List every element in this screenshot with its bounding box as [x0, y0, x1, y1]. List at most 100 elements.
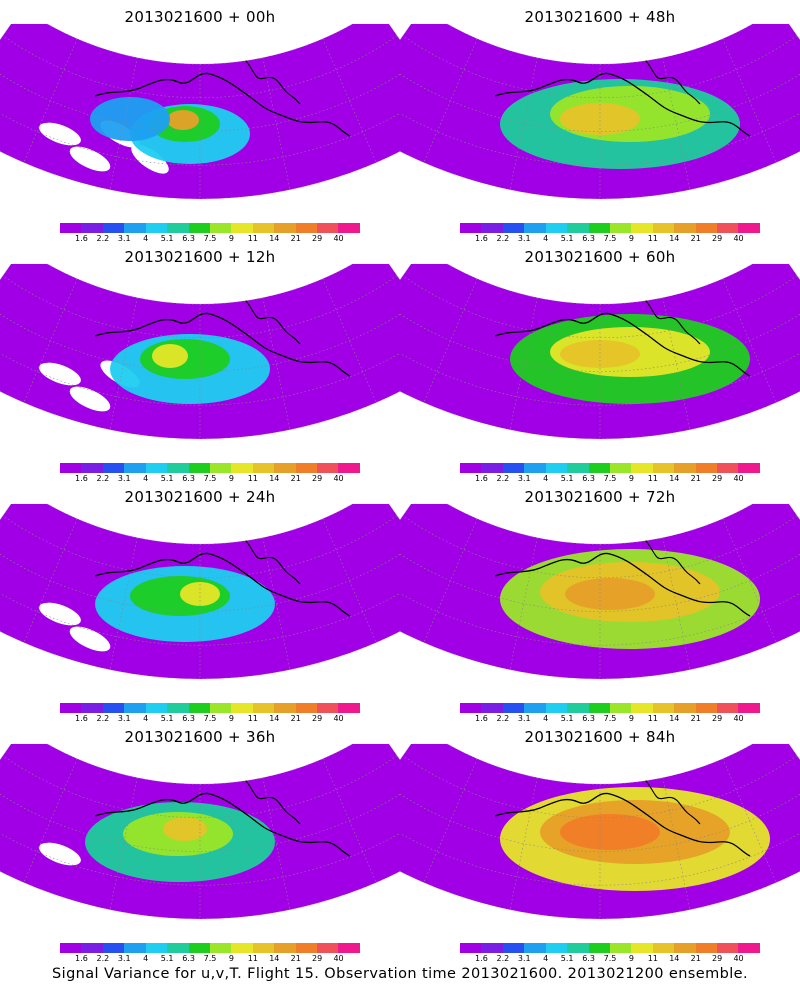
colorbar-label: 11 — [247, 474, 258, 483]
colorbar-swatch — [102, 703, 125, 713]
variance-field — [0, 744, 400, 919]
colorbar-label: 6.3 — [182, 234, 195, 243]
colorbar-label: 9 — [628, 234, 634, 243]
colorbar-swatch — [60, 943, 82, 953]
colorbar-swatch — [252, 943, 275, 953]
meridian-line — [722, 758, 777, 883]
colorbar-swatch — [145, 703, 168, 713]
meridian-line — [423, 758, 478, 883]
low-variance-gap — [69, 146, 111, 172]
map-plot — [0, 24, 400, 200]
colorbar-swatch — [252, 463, 275, 473]
coastline — [494, 72, 751, 137]
colorbar-label: 5.1 — [560, 234, 574, 243]
parallel-line — [400, 90, 800, 166]
colorbar-label: 4 — [543, 234, 549, 243]
colorbar-swatch — [81, 943, 103, 953]
meridian-line — [23, 278, 78, 403]
colorbar-label: 29 — [712, 714, 723, 723]
colorbar-label: 4 — [143, 474, 149, 483]
colorbar-swatch — [717, 703, 739, 713]
colorbar-swatch — [145, 943, 168, 953]
map-boundary — [400, 504, 800, 680]
colorbar-label: 1.6 — [475, 714, 488, 723]
colorbar-label: 40 — [733, 474, 744, 483]
colorbar-labels: 1.6 2.2 3.1 4 5.1 6.3 7.5 9 11 14 21 29 40 — [460, 714, 760, 724]
colorbar-swatch — [274, 223, 296, 233]
parallel-line — [2, 515, 398, 579]
map-plot — [400, 24, 800, 200]
colorbar-swatch — [231, 463, 253, 473]
colorbar-label: 14 — [669, 954, 680, 963]
colorbar-swatch — [102, 943, 125, 953]
variance-contour — [167, 110, 199, 130]
map-plot — [400, 264, 800, 440]
colorbar-swatch — [338, 463, 360, 473]
meridian-line — [322, 758, 377, 883]
meridian-line — [423, 38, 478, 163]
colorbar-swatch — [695, 943, 718, 953]
colorbar-swatch — [481, 943, 503, 953]
colorbar-label: 14 — [669, 714, 680, 723]
colorbar — [60, 703, 360, 713]
colorbar-swatch — [588, 943, 610, 953]
colorbar-swatch — [188, 223, 210, 233]
meridian-line — [109, 777, 138, 910]
colorbar-swatch — [102, 463, 125, 473]
colorbar — [460, 223, 760, 233]
colorbar-swatch — [631, 703, 653, 713]
colorbar-label: 2.2 — [96, 474, 110, 483]
colorbar-label: 2.2 — [496, 714, 510, 723]
parallel-line — [0, 810, 400, 886]
coastline — [94, 72, 351, 137]
colorbar-swatch — [652, 943, 675, 953]
colorbar-label: 5.1 — [160, 954, 174, 963]
colorbar-label: 21 — [690, 234, 701, 243]
colorbar-label: 11 — [247, 234, 258, 243]
colorbar-swatch — [231, 223, 253, 233]
variance-field — [0, 264, 400, 439]
colorbar-swatch — [295, 463, 318, 473]
colorbar-label: 6.3 — [582, 954, 595, 963]
colorbar-label: 2.2 — [496, 954, 510, 963]
meridian-line — [509, 537, 538, 670]
colorbar-label: 40 — [733, 714, 744, 723]
colorbar-swatch — [209, 223, 232, 233]
colorbar-swatch — [167, 223, 189, 233]
colorbar-swatch — [81, 703, 103, 713]
colorbar-swatch — [502, 943, 525, 953]
map-boundary — [400, 264, 800, 440]
colorbar-swatch — [317, 463, 339, 473]
meridian-line — [509, 297, 538, 430]
colorbar-label: 40 — [333, 474, 344, 483]
colorbar-swatch — [567, 223, 589, 233]
colorbar-label: 14 — [669, 234, 680, 243]
variance-contour — [180, 582, 220, 606]
colorbar-swatch — [524, 703, 546, 713]
colorbar-label: 29 — [712, 954, 723, 963]
colorbar-swatch — [60, 223, 82, 233]
colorbar-label: 3.1 — [117, 714, 131, 723]
colorbar-label: 6.3 — [582, 234, 595, 243]
colorbar-swatch — [481, 703, 503, 713]
colorbar-label: 3.1 — [117, 474, 131, 483]
colorbar-swatch — [124, 223, 146, 233]
colorbar-label: 4 — [543, 474, 549, 483]
map-plot — [400, 504, 800, 680]
variance-contour — [560, 340, 640, 368]
meridian-line — [423, 518, 478, 643]
panel-title: 2013021600 + 00h — [124, 8, 276, 26]
map-panel-24h: 2013021600 + 24h 1.6 2.2 3.1 4 5.1 6.3 7.5 9 11 1… — [0, 480, 400, 723]
colorbar-label: 6.3 — [182, 954, 195, 963]
map-plot — [0, 744, 400, 920]
colorbar-swatch — [502, 703, 525, 713]
colorbar-swatch — [631, 463, 653, 473]
colorbar-label: 1.6 — [75, 234, 88, 243]
colorbar-label: 29 — [312, 714, 323, 723]
colorbar-label: 29 — [712, 474, 723, 483]
variance-field — [400, 744, 800, 919]
meridian-line — [109, 297, 138, 430]
meridian-line — [23, 518, 78, 643]
colorbar-swatch — [674, 943, 696, 953]
meridian-line — [262, 777, 291, 910]
